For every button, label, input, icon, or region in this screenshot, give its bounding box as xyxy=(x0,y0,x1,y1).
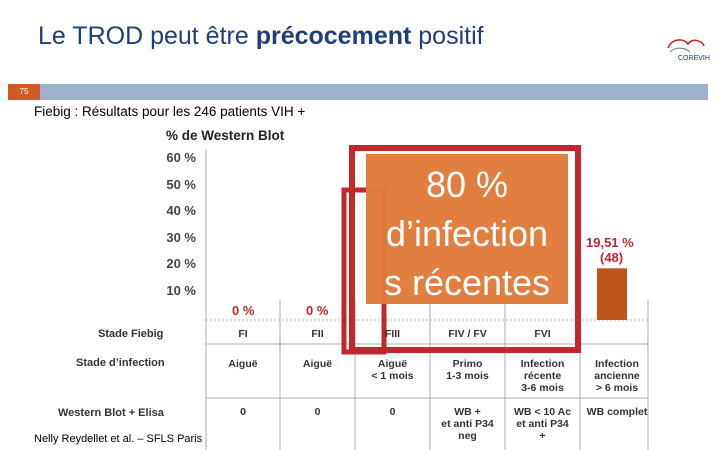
table-cell: FVI xyxy=(534,328,551,340)
table-cell: Primo 1-3 mois xyxy=(446,358,489,382)
callout-line-2: d’infection xyxy=(385,213,549,254)
slide-number: 75 xyxy=(8,84,40,100)
callout-line-3: s récentes xyxy=(383,262,551,303)
header-strip xyxy=(8,84,708,100)
table-cell: WB complet xyxy=(586,406,648,418)
table-cell: FIV / FV xyxy=(448,328,487,340)
table-cell: FI xyxy=(238,328,248,340)
table-cell: Aiguë xyxy=(228,358,258,370)
y-axis-label: % de Western Blot xyxy=(166,128,285,143)
slide-title: Le TROD peut être précocement positif xyxy=(38,22,484,51)
bar-infection-ancienne xyxy=(597,268,627,320)
callout-line-1: 80 % xyxy=(425,164,509,205)
y-tick-label: 60 % xyxy=(166,150,196,165)
table-cell: FII xyxy=(311,328,324,340)
table-cell: 0 xyxy=(389,406,396,418)
y-tick-label: 20 % xyxy=(166,256,196,271)
y-tick-label: 10 % xyxy=(166,282,196,298)
title-part-bold: précocement xyxy=(255,22,412,50)
table-cell: WB + et anti P34 neg xyxy=(441,406,494,442)
y-tick-label: 40 % xyxy=(166,203,196,218)
highlight-outline-recent xyxy=(349,145,581,353)
y-tick-label: 30 % xyxy=(166,229,196,245)
table-cell: 0 xyxy=(240,406,246,418)
value-label-old: 19,51 % xyxy=(586,235,634,250)
value-sublabel-old: (48) xyxy=(600,250,624,265)
logo-text: COREVIH xyxy=(678,55,710,62)
value-label-fii: 0 % xyxy=(306,303,329,318)
table-cell: Aiguë < 1 mois xyxy=(371,358,414,382)
table-cell: WB < 10 Ac et anti P34 + xyxy=(513,406,572,442)
title-part-3: positif xyxy=(411,22,484,50)
callout-text: 80 % d’infection s récentes xyxy=(366,160,568,307)
table-cell: Aiguë xyxy=(302,358,333,370)
row-label-fiebig: Stade Fiebig xyxy=(98,328,164,340)
row-label-western-blot: Western Blot + Elisa xyxy=(58,407,164,419)
y-tick-label: 50 % xyxy=(166,176,196,192)
table-cell: Infection ancienne > 6 mois xyxy=(594,358,640,394)
title-part-1: Le TROD peut être xyxy=(38,22,256,50)
slide-subtitle: Fiebig : Résultats pour les 246 patients… xyxy=(34,104,306,119)
credit-text: Nelly Reydellet et al. – SFLS Paris xyxy=(34,433,203,445)
corevih-logo: COREVIH xyxy=(667,39,710,62)
row-label-infection: Stade d’infection xyxy=(76,357,165,369)
table-cell: FIII xyxy=(384,328,401,340)
table-cell: Infection récente 3-6 mois xyxy=(520,358,565,394)
value-label-fi: 0 % xyxy=(232,303,255,318)
table-cell: 0 xyxy=(314,406,321,418)
callout-box xyxy=(366,154,568,304)
